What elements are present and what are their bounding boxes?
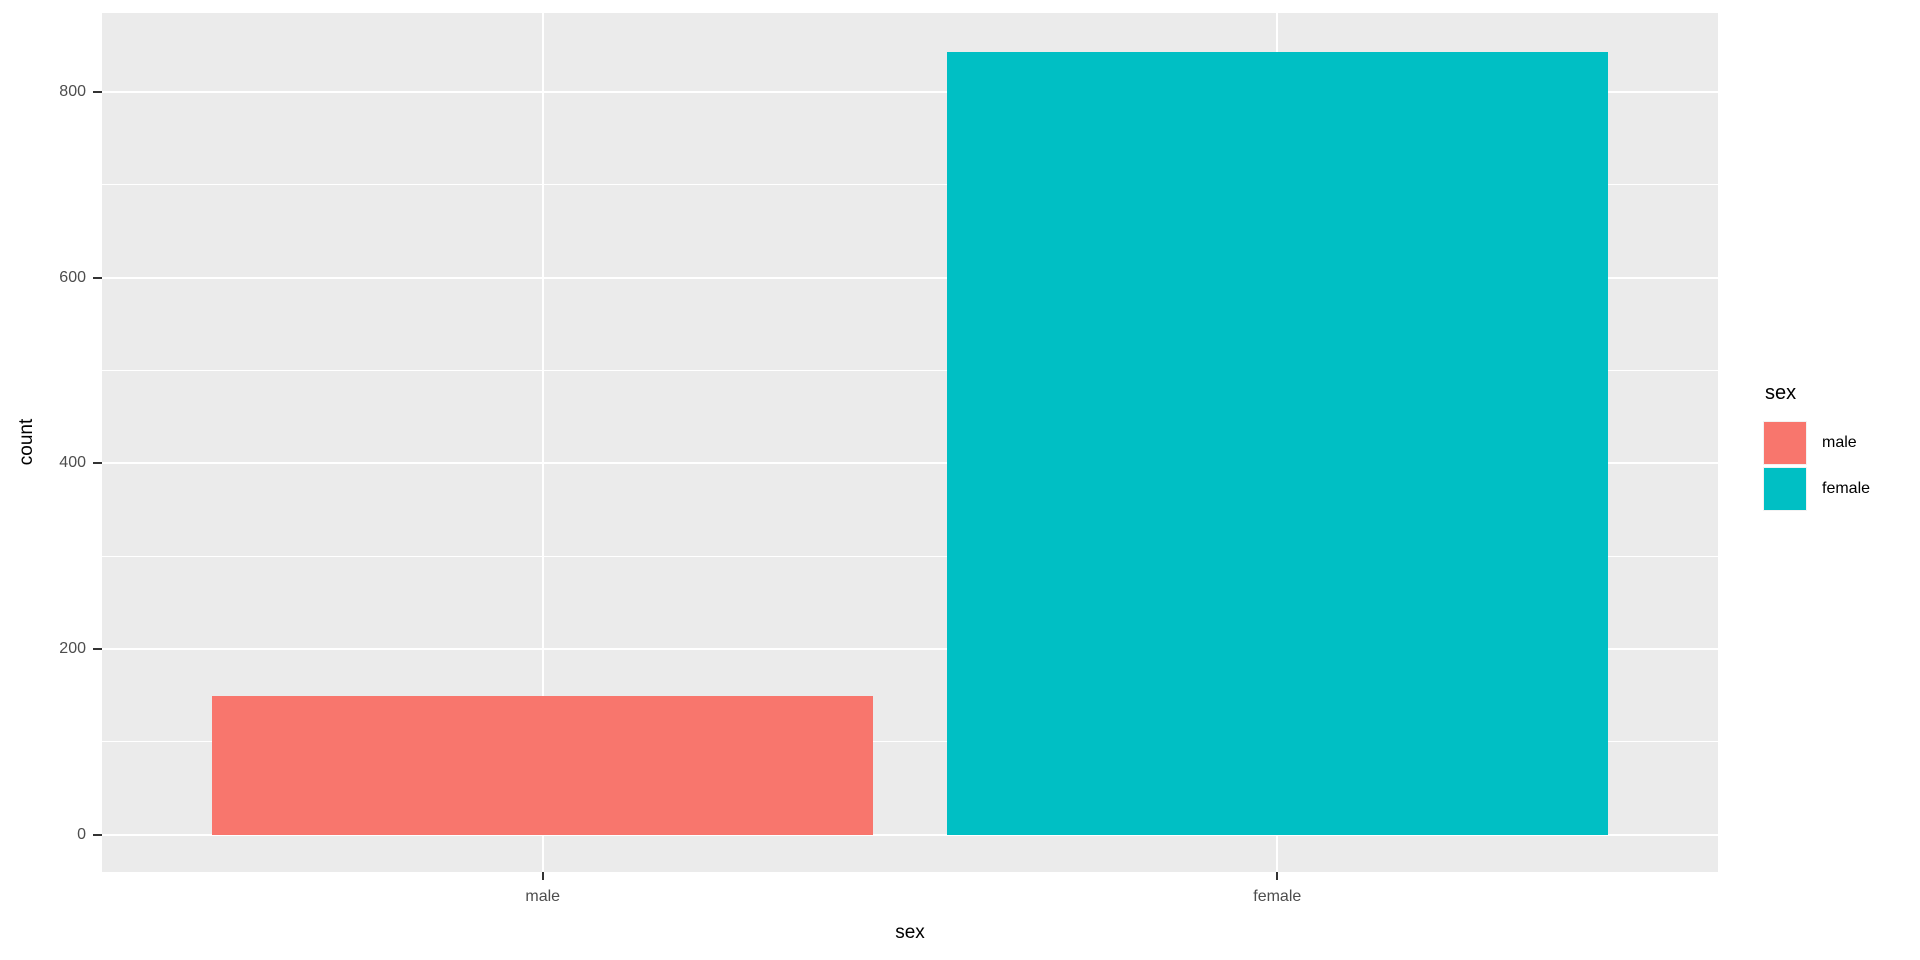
y-tick-mark (93, 462, 102, 465)
gridline-major-x (541, 13, 544, 872)
legend-entry-female: female (1763, 466, 1870, 512)
legend-label-male: male (1822, 434, 1857, 451)
legend-entry-male: male (1763, 420, 1870, 466)
bar-male (212, 695, 874, 835)
gridline-minor-y (102, 184, 1718, 186)
x-axis-title: sex (895, 922, 925, 943)
y-axis-title: count (16, 418, 37, 466)
x-tick-mark (1276, 872, 1279, 880)
bar-female (946, 52, 1608, 835)
y-tick-mark (93, 833, 102, 836)
y-tick-label: 600 (59, 268, 86, 286)
gridline-major-y (102, 648, 1718, 651)
y-tick-label: 400 (59, 454, 86, 472)
y-tick-label: 0 (77, 825, 86, 843)
y-tick-label: 200 (59, 640, 86, 658)
gridline-minor-y (102, 741, 1718, 743)
plot-panel (102, 13, 1718, 872)
y-tick-label: 800 (59, 82, 86, 100)
y-tick-mark (93, 90, 102, 93)
x-tick-mark (541, 872, 544, 880)
legend-title: sex (1765, 382, 1797, 404)
x-tick-label-male: male (525, 888, 561, 905)
legend-key-female-swatch (1763, 467, 1807, 511)
legend-key-male-swatch (1763, 421, 1807, 465)
legend-label-female: female (1822, 480, 1871, 497)
gridline-major-y (102, 462, 1718, 465)
y-tick-mark (93, 648, 102, 651)
gridline-major-y (102, 276, 1718, 279)
gridline-major-y (102, 833, 1718, 836)
x-tick-label-female: female (1253, 888, 1302, 905)
gridline-minor-y (102, 370, 1718, 372)
gridline-major-y (102, 90, 1718, 93)
y-tick-mark (93, 276, 102, 279)
gridline-minor-y (102, 555, 1718, 557)
legend: sex male female (1763, 382, 1870, 512)
